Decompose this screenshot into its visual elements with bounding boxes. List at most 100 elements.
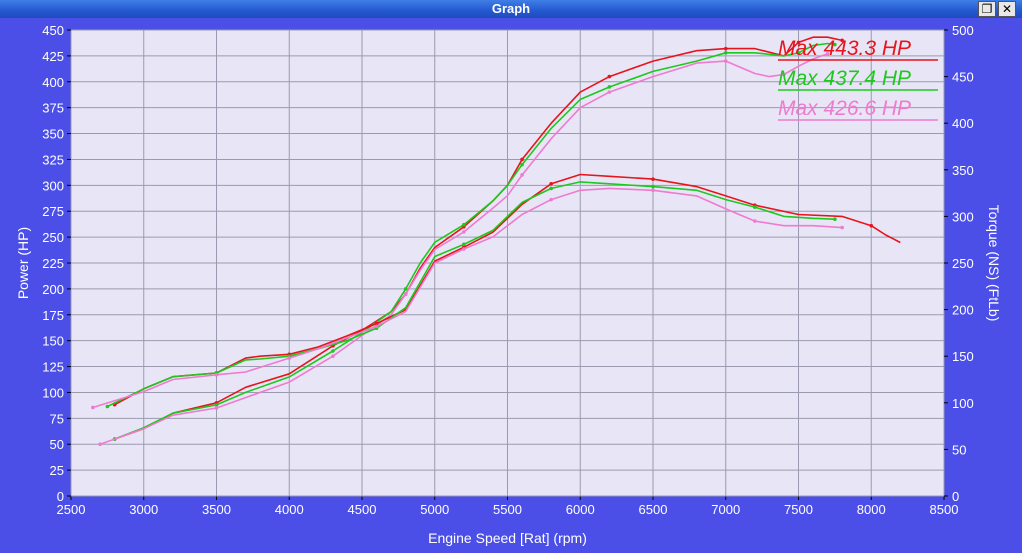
data-point — [214, 406, 219, 410]
y-tick-label: 275 — [42, 204, 64, 219]
x-tick-label: 6000 — [566, 502, 595, 517]
window-title: Graph — [491, 1, 531, 16]
y-tick-label: 325 — [42, 152, 64, 167]
y-tick-label: 425 — [42, 49, 64, 64]
x-tick-label: 7000 — [711, 502, 740, 517]
y-tick-label: 175 — [42, 308, 64, 323]
y-tick-label: 125 — [42, 360, 64, 375]
y-tick-label: 225 — [42, 256, 64, 271]
y-tick-label: 400 — [42, 75, 64, 90]
data-point — [651, 188, 655, 193]
y-tick-label: 350 — [42, 127, 64, 142]
y2-tick-label: 500 — [952, 23, 974, 38]
y-tick-label: 150 — [42, 334, 64, 349]
data-point — [753, 219, 757, 223]
y-tick-label: 50 — [50, 437, 64, 452]
close-icon[interactable]: ✕ — [998, 1, 1016, 17]
data-point — [549, 186, 553, 191]
data-point — [796, 40, 801, 45]
y2-tick-label: 200 — [952, 303, 974, 318]
data-point — [520, 157, 524, 162]
x-axis-label: Engine Speed [Rat] (rpm) — [428, 530, 587, 546]
x-tick-label: 4000 — [275, 502, 304, 517]
x-tick-label: 3000 — [129, 502, 158, 517]
x-tick-label: 7500 — [784, 502, 813, 517]
data-point — [287, 356, 292, 360]
data-point — [91, 405, 95, 410]
data-point — [825, 52, 830, 56]
data-point — [462, 230, 466, 234]
y2-tick-label: 150 — [952, 349, 974, 364]
data-point — [869, 223, 874, 228]
data-point — [462, 222, 466, 227]
data-point — [105, 404, 110, 409]
x-tick-label: 8000 — [857, 502, 886, 517]
y-tick-label: 25 — [50, 463, 64, 478]
data-point — [98, 442, 102, 447]
data-point — [462, 247, 466, 251]
data-point — [782, 72, 786, 77]
data-point — [651, 177, 655, 181]
power-line-1 — [114, 42, 836, 440]
y-tick-label: 0 — [57, 489, 64, 504]
data-point — [723, 46, 728, 51]
data-point — [840, 38, 844, 43]
max-label-2: Max 426.6 HP — [778, 97, 911, 120]
title-bar: Graph ❐ ✕ — [0, 0, 1022, 18]
x-tick-label: 3500 — [202, 502, 231, 517]
y-tick-label: 450 — [42, 23, 64, 38]
y-axis-label: Power (HP) — [15, 227, 31, 299]
data-point — [374, 321, 379, 326]
data-point — [403, 292, 408, 296]
data-point — [403, 287, 408, 291]
y-tick-label: 200 — [42, 282, 64, 297]
y-tick-label: 100 — [42, 385, 64, 400]
power-line-2 — [99, 53, 828, 445]
y-tick-label: 75 — [50, 411, 64, 426]
data-point — [833, 42, 837, 47]
y2-tick-label: 400 — [952, 116, 974, 131]
y2-tick-label: 250 — [952, 256, 974, 271]
y2-tick-label: 450 — [952, 70, 974, 85]
data-point — [607, 74, 612, 79]
x-tick-label: 8500 — [930, 502, 959, 517]
data-point — [214, 373, 219, 377]
x-tick-label: 5500 — [493, 502, 522, 517]
data-point — [796, 50, 801, 55]
x-tick-label: 6500 — [639, 502, 668, 517]
x-tick-label: 5000 — [420, 502, 449, 517]
data-point — [331, 354, 335, 359]
data-point — [607, 85, 612, 89]
data-point — [651, 184, 655, 189]
data-point — [723, 59, 728, 63]
data-point — [549, 181, 553, 186]
y2-tick-label: 300 — [952, 209, 974, 224]
data-point — [840, 225, 844, 230]
data-point — [374, 324, 379, 329]
x-tick-label: 2500 — [57, 502, 86, 517]
y2-tick-label: 50 — [952, 442, 966, 457]
y2-tick-label: 0 — [952, 489, 959, 504]
y-tick-label: 375 — [42, 101, 64, 116]
data-point — [549, 197, 553, 202]
data-point — [723, 50, 728, 55]
data-point — [462, 242, 466, 247]
data-point — [520, 162, 524, 167]
y-tick-label: 300 — [42, 178, 64, 193]
x-tick-label: 4500 — [348, 502, 377, 517]
y2-axis-label: Torque (NS) (FtLb) — [986, 205, 1002, 322]
data-point — [214, 403, 219, 407]
y-tick-label: 250 — [42, 230, 64, 245]
data-point — [833, 217, 837, 221]
data-point — [520, 173, 524, 177]
data-point — [753, 205, 757, 209]
restore-icon[interactable]: ❐ — [978, 1, 996, 17]
max-label-0: Max 443.3 HP — [778, 37, 911, 60]
data-point — [607, 90, 612, 94]
torque-line-3 — [114, 173, 901, 406]
y2-tick-label: 100 — [952, 396, 974, 411]
max-label-1: Max 437.4 HP — [778, 67, 911, 90]
y2-tick-label: 350 — [952, 163, 974, 178]
